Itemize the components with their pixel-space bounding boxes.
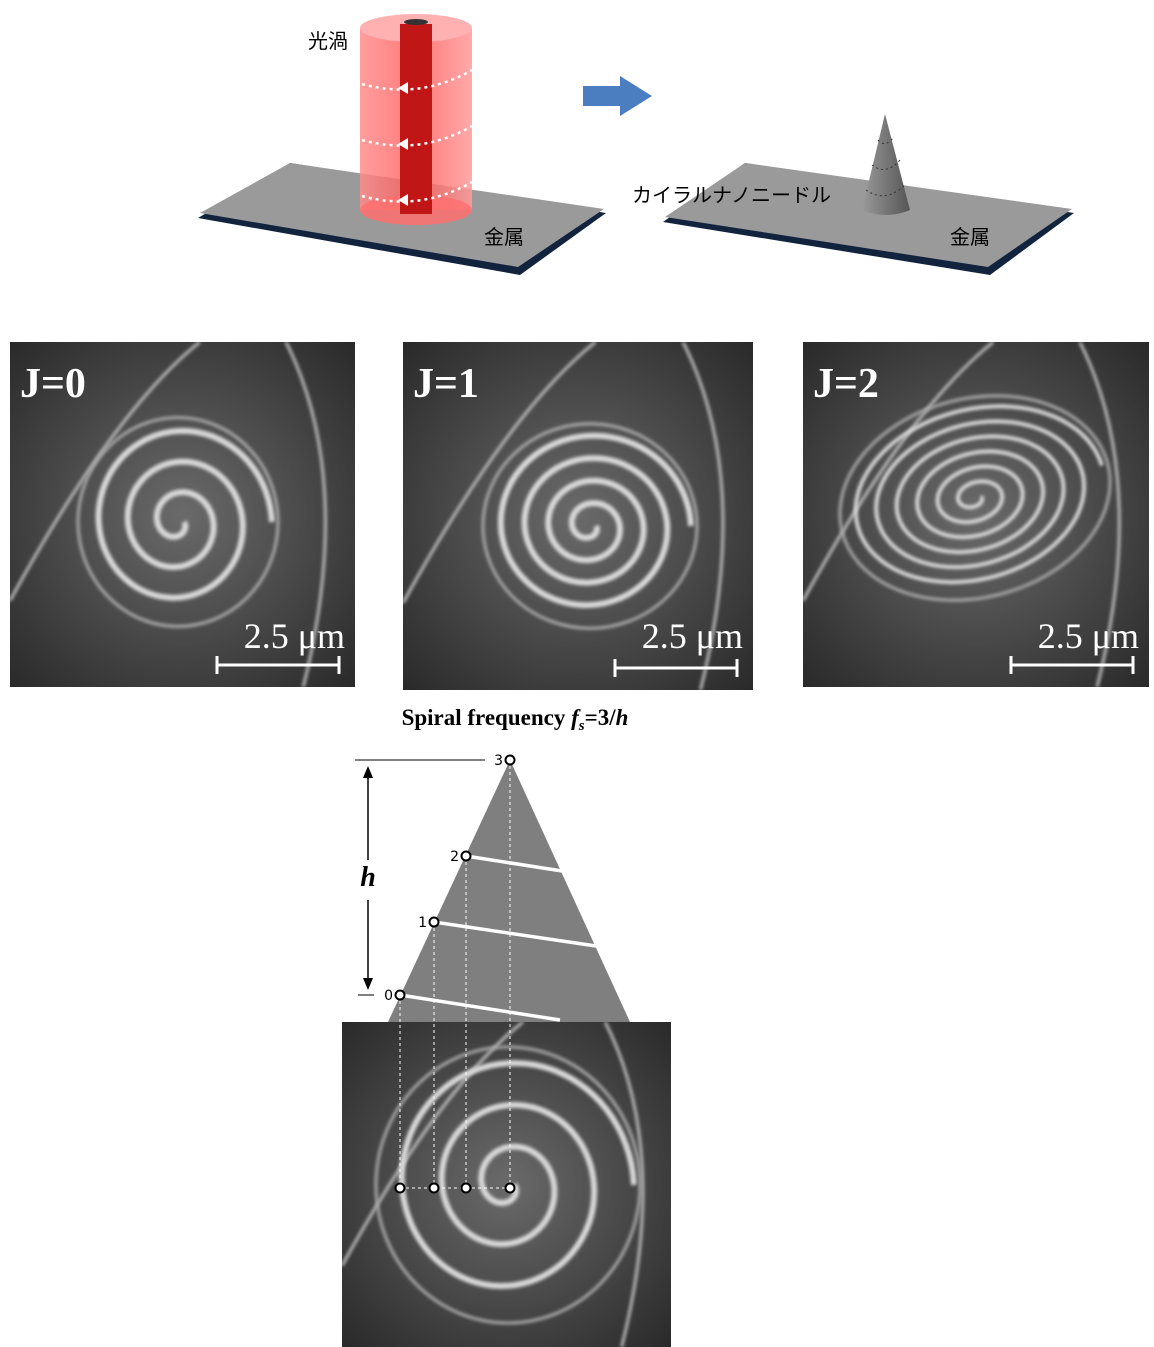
sem-image: J=1 2.5 μm [403, 342, 753, 690]
spiral-diagram [355, 760, 630, 1022]
title-equals: =3/ [585, 705, 617, 730]
scale-label: 2.5 μm [642, 616, 743, 656]
panel-label: J=2 [813, 361, 879, 407]
metal-label: 金属 [950, 225, 990, 249]
nanoneedle [862, 114, 910, 215]
title-text: Spiral frequency [402, 705, 566, 730]
panel-label: J=0 [20, 361, 86, 407]
figure: 光渦 金属 カイラルナノニードル 金属 Spiral frequency fs=… [0, 0, 1154, 1347]
metal-plate [663, 163, 1074, 275]
marker-circle [506, 1184, 515, 1193]
sem-image: J=0 2.5 μm [10, 342, 355, 687]
vortex-label: 光渦 [308, 29, 348, 53]
optical-vortex [360, 14, 472, 225]
height-label: h [360, 862, 376, 893]
marker-circle [430, 1184, 439, 1193]
title-variable: h [616, 705, 629, 730]
needle-label: カイラルナノニードル [632, 183, 831, 207]
arrow [583, 76, 652, 116]
marker-circle [462, 1184, 471, 1193]
sem-image: J=2 2.5 μm [803, 342, 1149, 687]
marker-circle [396, 1184, 405, 1193]
scale-label: 2.5 μm [244, 616, 345, 656]
marker-label: 1 [418, 915, 427, 931]
metal-label: 金属 [484, 225, 524, 249]
spiral-title: Spiral frequency fs=3/h [402, 705, 629, 734]
scale-label: 2.5 μm [1038, 616, 1139, 656]
marker-circle [430, 918, 439, 927]
marker-circle [506, 756, 515, 765]
marker-label: 3 [494, 753, 503, 769]
marker-label: 2 [450, 849, 459, 865]
marker-label: 0 [384, 988, 393, 1004]
panel-label: J=1 [413, 361, 479, 407]
marker-circle [462, 852, 471, 861]
marker-circle [396, 991, 405, 1000]
